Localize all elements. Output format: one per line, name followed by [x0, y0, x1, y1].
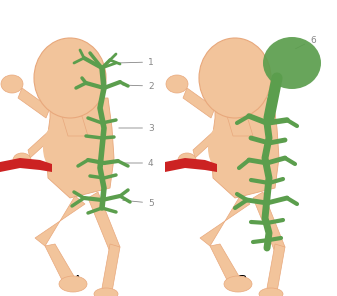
- Polygon shape: [28, 130, 52, 158]
- Polygon shape: [18, 88, 50, 118]
- Ellipse shape: [178, 153, 196, 167]
- Ellipse shape: [259, 288, 283, 296]
- Ellipse shape: [1, 75, 23, 93]
- Ellipse shape: [59, 276, 87, 292]
- Polygon shape: [267, 244, 285, 292]
- Polygon shape: [227, 116, 253, 136]
- Ellipse shape: [13, 153, 31, 167]
- Text: 5: 5: [123, 199, 154, 207]
- Polygon shape: [200, 196, 250, 246]
- Polygon shape: [35, 196, 85, 246]
- Polygon shape: [193, 130, 217, 158]
- Polygon shape: [183, 88, 215, 118]
- Ellipse shape: [254, 77, 268, 95]
- Polygon shape: [0, 158, 52, 172]
- Text: B: B: [237, 274, 247, 288]
- Polygon shape: [210, 244, 240, 286]
- Text: 1: 1: [119, 57, 154, 67]
- Polygon shape: [211, 98, 279, 198]
- Polygon shape: [102, 244, 120, 292]
- Polygon shape: [46, 98, 114, 198]
- Ellipse shape: [34, 38, 106, 118]
- Ellipse shape: [224, 276, 252, 292]
- Ellipse shape: [89, 77, 103, 95]
- Text: 6: 6: [296, 36, 316, 49]
- Ellipse shape: [263, 37, 321, 89]
- Text: 3: 3: [119, 123, 154, 133]
- Text: 4: 4: [121, 158, 154, 168]
- Polygon shape: [62, 116, 88, 136]
- Ellipse shape: [199, 38, 271, 118]
- Polygon shape: [253, 192, 285, 252]
- Ellipse shape: [208, 118, 258, 178]
- Ellipse shape: [43, 118, 93, 178]
- Polygon shape: [88, 192, 120, 252]
- Ellipse shape: [94, 288, 118, 296]
- Text: 2: 2: [123, 81, 154, 91]
- Text: A: A: [73, 274, 83, 288]
- Ellipse shape: [166, 75, 188, 93]
- Polygon shape: [45, 244, 75, 286]
- Polygon shape: [165, 158, 217, 172]
